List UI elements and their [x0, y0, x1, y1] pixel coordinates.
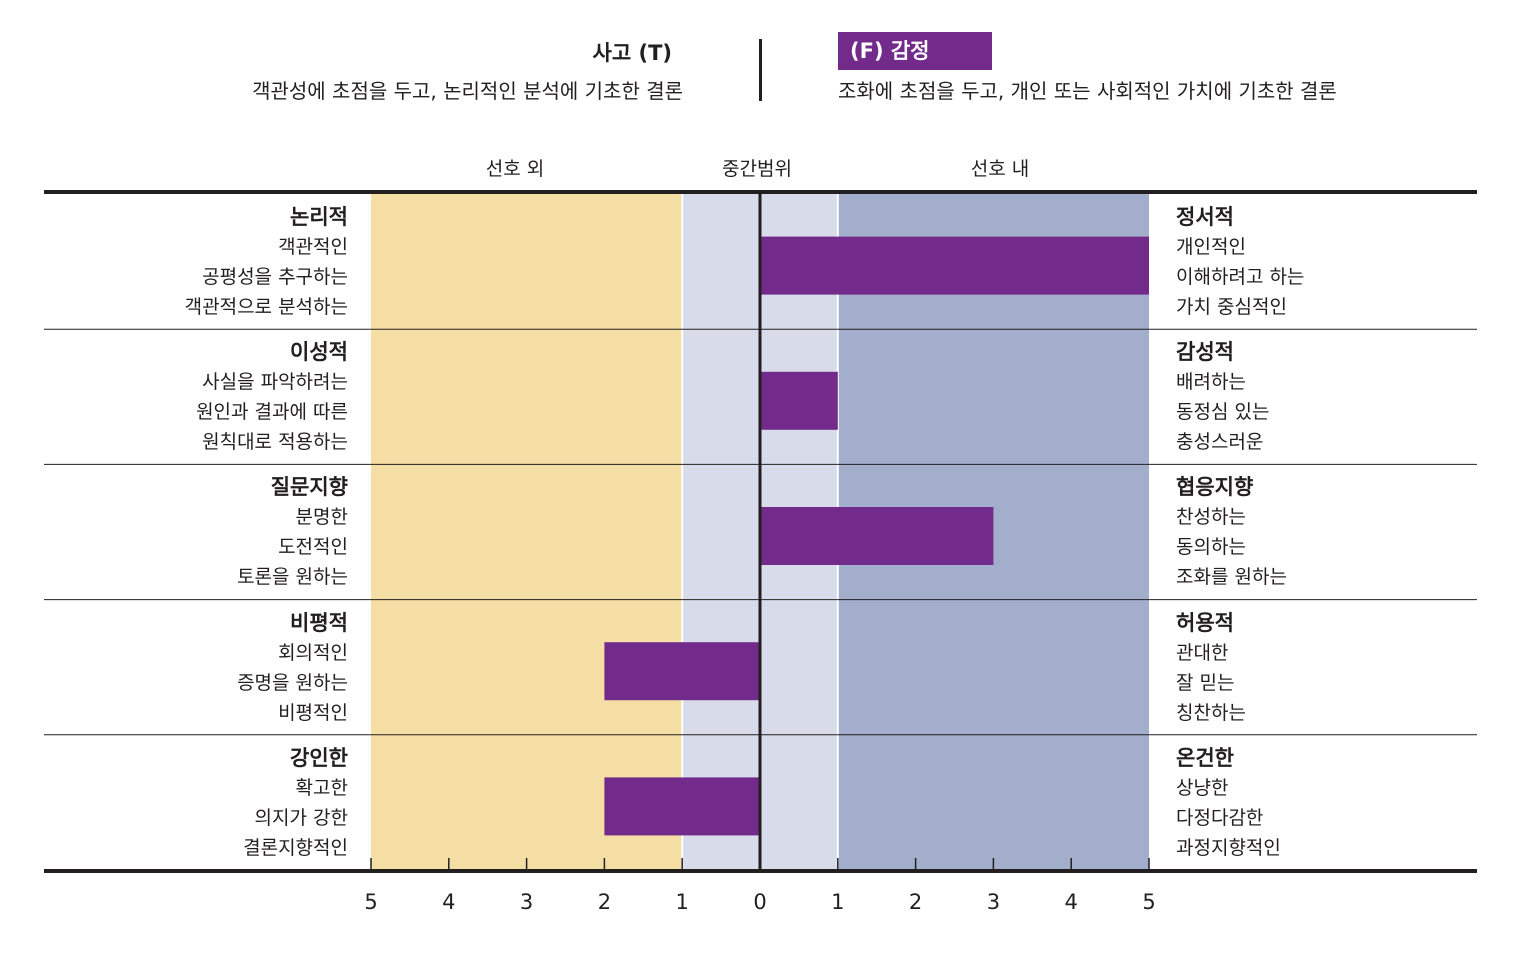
tick-label: 4 [1065, 890, 1078, 914]
row-5-right-title: 온건한 [1176, 745, 1234, 770]
row-1-right-item: 가치 중심적인 [1176, 296, 1287, 318]
tick-label: 0 [753, 890, 766, 914]
tick-label: 2 [598, 890, 611, 914]
zone-label-in: 선호 내 [970, 158, 1030, 180]
bar-3 [760, 507, 994, 565]
row-3-right-item: 조화를 원하는 [1176, 566, 1287, 589]
row-3-left-item: 도전적인 [278, 536, 348, 559]
thinking-description: 객관성에 초점을 두고, 논리적인 분석에 기초한 결론 [252, 79, 683, 103]
row-2-left-title: 이성적 [290, 340, 348, 365]
row-1-left-item: 공평성을 추구하는 [202, 266, 348, 288]
row-2-right-item: 배려하는 [1176, 371, 1246, 394]
tick-label: 2 [909, 890, 922, 914]
row-3-left-title: 질문지향 [270, 475, 348, 500]
row-4-right-item: 관대한 [1176, 641, 1229, 664]
row-5-left-item: 확고한 [295, 776, 348, 799]
row-5-right-item: 다정다감한 [1176, 806, 1264, 829]
zone-label-mid: 중간범위 [722, 158, 792, 180]
row-3-right-item: 동의하는 [1176, 536, 1246, 559]
row-4-right-title: 허용적 [1176, 610, 1234, 635]
bar-1 [760, 236, 1149, 295]
row-1-left-item: 객관적으로 분석하는 [184, 296, 348, 318]
header-divider [759, 39, 762, 101]
row-2-left-item: 원칙대로 적용하는 [202, 431, 348, 454]
feeling-description: 조화에 초점을 두고, 개인 또는 사회적인 가치에 기초한 결론 [838, 79, 1337, 103]
tick-label: 5 [364, 890, 377, 914]
thinking-title: 사고 (T) [592, 41, 672, 65]
row-2-left-item: 원인과 결과에 따른 [196, 401, 348, 424]
row-4-right-item: 칭찬하는 [1176, 701, 1246, 724]
row-4-left-item: 비평적인 [278, 701, 348, 724]
row-5-left-item: 결론지향적인 [243, 836, 348, 859]
tick-label: 1 [831, 890, 844, 914]
tick-label: 5 [1142, 890, 1155, 914]
row-5-right-item: 상냥한 [1176, 776, 1229, 799]
row-3-left-item: 토론을 원하는 [237, 566, 348, 589]
tick-label: 1 [676, 890, 689, 914]
row-3-right-title: 협응지향 [1176, 475, 1254, 500]
row-2-left-item: 사실을 파악하려는 [202, 371, 348, 394]
row-3-right-item: 찬성하는 [1176, 506, 1246, 529]
row-1-left-title: 논리적 [290, 205, 348, 229]
row-3-left-item: 분명한 [295, 506, 348, 529]
row-2-right-item: 충성스러운 [1176, 431, 1264, 454]
tick-label: 3 [520, 890, 533, 914]
row-1-right-item: 개인적인 [1176, 236, 1246, 258]
row-5-left-item: 의지가 강한 [254, 806, 348, 829]
row-5-left-title: 강인한 [290, 745, 348, 770]
row-4-left-item: 증명을 원하는 [237, 671, 348, 694]
tick-label: 3 [987, 890, 1000, 914]
band-out-left [371, 194, 683, 870]
row-1-right-item: 이해하려고 하는 [1176, 266, 1305, 288]
row-4-right-item: 잘 믿는 [1176, 671, 1235, 694]
row-1-left-item: 객관적인 [278, 236, 348, 258]
bar-2 [760, 371, 838, 430]
row-4-left-item: 회의적인 [278, 641, 348, 664]
bar-4 [604, 642, 760, 701]
zone-label-out: 선호 외 [485, 158, 545, 180]
bar-5 [604, 777, 760, 836]
tick-label: 4 [442, 890, 455, 914]
row-1-right-title: 정서적 [1176, 205, 1234, 229]
row-2-right-item: 동정심 있는 [1176, 401, 1270, 424]
row-5-right-item: 과정지향적인 [1176, 836, 1281, 859]
row-4-left-title: 비평적 [290, 610, 348, 635]
row-2-right-title: 감성적 [1176, 340, 1234, 365]
feeling-title: (F) 감정 [838, 32, 992, 70]
